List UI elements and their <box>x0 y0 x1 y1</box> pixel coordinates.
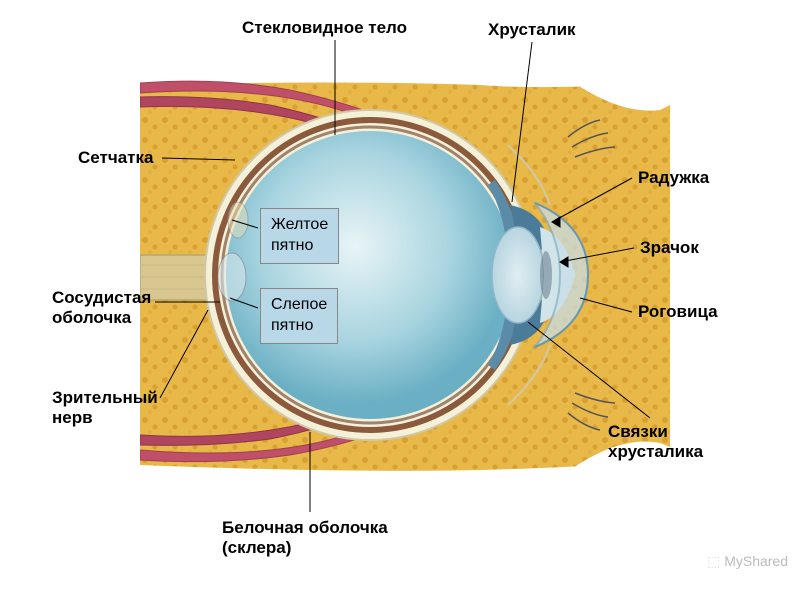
label-choroid: Сосудистая оболочка <box>52 288 151 328</box>
label-retina: Сетчатка <box>78 148 153 168</box>
label-iris: Радужка <box>638 168 709 188</box>
label-lens: Хрусталик <box>488 20 576 40</box>
label-vitreous: Стекловидное тело <box>242 18 407 38</box>
eye-anatomy-diagram: Стекловидное тело Хрусталик Сетчатка Рад… <box>0 0 800 600</box>
label-cornea: Роговица <box>638 302 718 322</box>
label-ligaments: Связки хрусталика <box>608 422 703 462</box>
label-pupil: Зрачок <box>640 238 699 258</box>
eye-illustration <box>140 55 670 495</box>
watermark: ⬚ MyShared <box>707 553 788 570</box>
label-macula: Желтое пятно <box>260 208 339 264</box>
label-sclera: Белочная оболочка (склера) <box>222 518 388 558</box>
label-blind-spot: Слепое пятно <box>260 288 338 344</box>
label-optic-nerve: Зрительный нерв <box>52 388 158 428</box>
